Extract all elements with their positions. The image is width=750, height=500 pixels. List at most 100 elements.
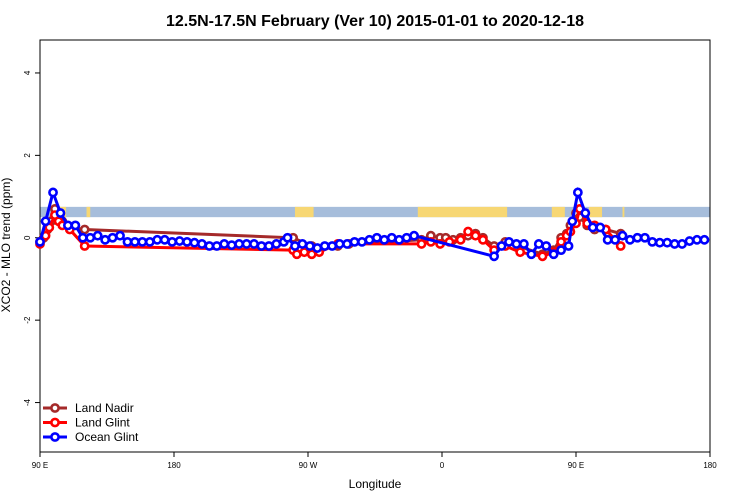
land-glint-point: [515, 247, 526, 258]
ocean-glint-point: [563, 241, 574, 251]
ocean-glint-point: [394, 234, 405, 245]
ocean-glint-point: [312, 243, 323, 253]
ocean-glint-point: [617, 230, 628, 241]
ocean-glint-point: [63, 220, 73, 231]
legend-label-ocean-glint: Ocean Glint: [75, 430, 139, 444]
ocean-glint-point: [304, 241, 315, 251]
ocean-glint-point: [518, 239, 529, 249]
land-mask-segment: [417, 206, 508, 218]
ocean-glint-point: [249, 239, 259, 249]
ocean-glint-point: [40, 216, 51, 227]
ocean-glint-point: [677, 239, 687, 249]
x-tick-label: 180: [167, 461, 181, 470]
ocean-glint-point: [580, 208, 591, 218]
land-glint-point: [470, 230, 481, 241]
ocean-glint-point: [219, 239, 230, 249]
ocean-glint-point: [662, 237, 673, 248]
ocean-glint-point: [290, 241, 300, 251]
legend-marker-ocean-glint: [50, 432, 60, 442]
ocean-glint-point: [349, 236, 360, 247]
x-tick-label: 90 E: [32, 461, 48, 470]
ocean-glint-point: [70, 220, 81, 231]
legend-marker-land-glint: [50, 417, 60, 428]
land-glint-point: [79, 241, 90, 251]
ocean-glint-point: [144, 236, 155, 247]
ocean-glint-point: [137, 236, 148, 247]
y-tick-label: 0: [23, 235, 32, 240]
land-glint-point: [615, 241, 626, 251]
ocean-glint-point: [152, 234, 163, 245]
ocean-glint-point: [182, 236, 192, 247]
ocean-glint-point: [567, 216, 578, 227]
ocean-glint-point: [610, 234, 620, 245]
ocean-glint-point: [122, 236, 133, 247]
ocean-glint-point: [541, 241, 552, 251]
x-tick-label: 90 E: [568, 461, 584, 470]
ocean-glint-point: [401, 232, 412, 243]
land-glint-point: [463, 226, 473, 237]
y-tick-label: -4: [23, 398, 32, 406]
ocean-glint-point: [489, 251, 500, 262]
land-mask-segment: [551, 206, 565, 218]
ocean-glint-point: [669, 239, 680, 249]
land-mask-segment: [622, 206, 625, 218]
ocean-glint-point: [533, 239, 544, 249]
plot-area: 90 E 180 90 W 0 90 E 180 -4 -2 0 2 4 Land NadirLand…: [23, 39, 717, 470]
ocean-glint-point: [107, 232, 118, 243]
ocean-glint-point: [602, 234, 613, 245]
ocean-glint-point: [699, 234, 710, 245]
ocean-glint-point: [379, 234, 390, 245]
ocean-glint-point: [204, 241, 215, 251]
ocean-glint-point: [226, 240, 237, 251]
ocean-glint-point: [504, 236, 514, 247]
ocean-glint-point: [526, 249, 537, 260]
land-glint-point: [537, 251, 548, 262]
ocean-glint-point: [386, 232, 397, 243]
land-glint-point: [416, 239, 427, 249]
ocean-glint-point: [115, 230, 125, 241]
ocean-glint-point: [167, 236, 178, 247]
ocean-glint-point: [647, 236, 658, 247]
ocean-glint-point: [100, 234, 111, 245]
ocean-glint-point: [159, 234, 170, 245]
ocean-glint-point: [409, 230, 419, 241]
land-mask-segment: [86, 206, 91, 218]
x-tick-label: 180: [703, 461, 717, 470]
legend-label-land-nadir: Land Nadir: [75, 401, 134, 415]
ocean-glint-point: [692, 234, 702, 245]
legend-marker-land-nadir: [50, 403, 60, 413]
ocean-glint-point: [282, 232, 293, 243]
ocean-mask-band: [40, 206, 710, 218]
ocean-glint-point: [271, 239, 282, 249]
ocean-glint-point: [632, 232, 643, 243]
ocean-glint-point: [197, 239, 207, 249]
ocean-glint-point: [35, 236, 45, 247]
ocean-glint-point: [587, 222, 598, 233]
ocean-glint-point: [85, 232, 96, 243]
x-tick-label: 90 W: [299, 461, 318, 470]
ocean-glint-point: [511, 239, 522, 249]
land-glint-point: [455, 234, 466, 245]
ocean-glint-point: [211, 241, 222, 251]
ocean-glint-point: [48, 187, 58, 198]
land-mask-segment: [589, 206, 603, 218]
ocean-glint-point: [92, 230, 103, 241]
ocean-glint-point: [371, 232, 382, 243]
ocean-glint-point: [334, 239, 345, 249]
x-tick-label: 0: [440, 461, 445, 470]
y-tick-label: 2: [23, 153, 32, 158]
ocean-glint-point: [556, 245, 567, 256]
ocean-glint-point: [639, 232, 650, 243]
chart-title: 12.5N-17.5N February (Ver 10) 2015-01-01…: [166, 13, 584, 30]
ocean-glint-point: [654, 237, 665, 248]
ocean-glint-point: [684, 236, 695, 246]
ocean-glint-point: [77, 232, 88, 243]
ocean-glint-point: [342, 239, 352, 249]
ocean-glint-point: [130, 236, 140, 247]
ocean-glint-series: [35, 186, 710, 262]
ocean-glint-point: [327, 241, 338, 251]
y-tick-label: 4: [23, 70, 32, 75]
land-mask-segment: [294, 206, 314, 218]
y-tick-label: -2: [23, 316, 32, 324]
